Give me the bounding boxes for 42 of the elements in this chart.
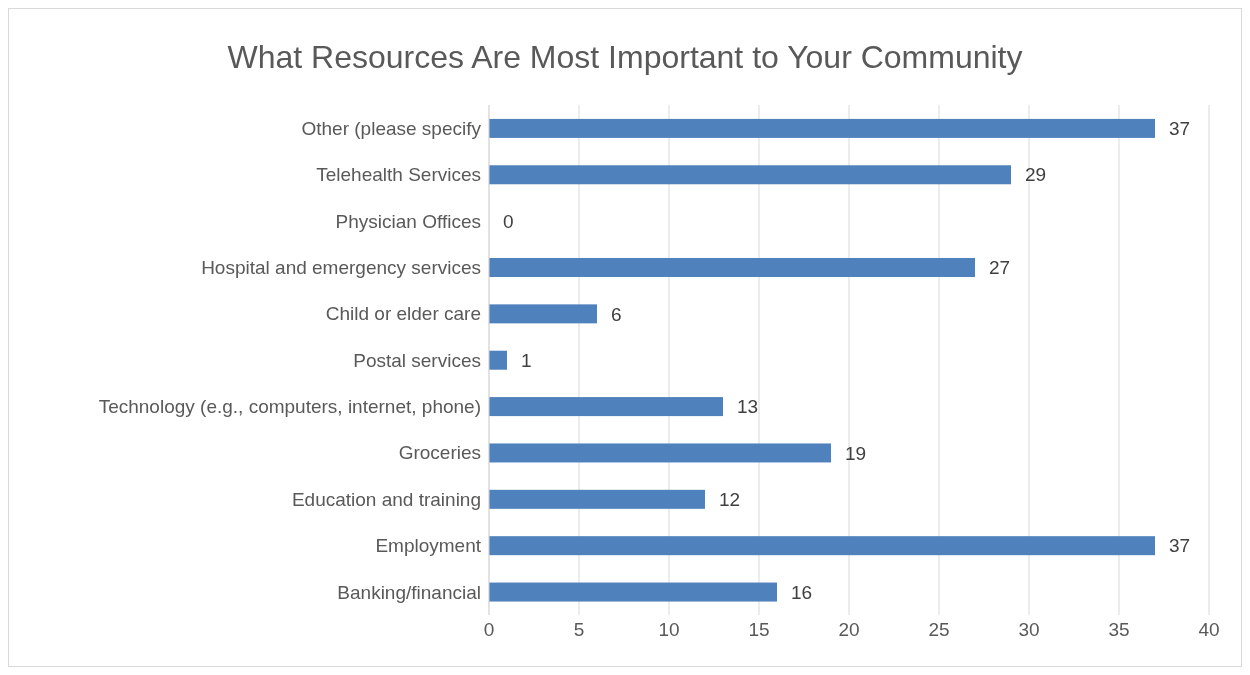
y-tick-label: Technology (e.g., computers, internet, phone) [98, 396, 481, 418]
y-tick-label: Other (please specify [301, 117, 482, 139]
data-label: 13 [737, 396, 759, 418]
bar [489, 258, 975, 277]
data-label: 37 [1169, 535, 1191, 557]
y-tick-label: Hospital and emergency services [201, 257, 481, 279]
bar [489, 443, 831, 463]
bar [489, 304, 597, 324]
x-tick-label: 30 [1018, 619, 1040, 641]
y-tick-label: Telehealth Services [316, 164, 481, 186]
x-tick-label: 20 [838, 619, 860, 641]
x-tick-label: 35 [1108, 619, 1130, 641]
y-tick-label: Employment [375, 535, 482, 557]
data-label: 29 [1025, 164, 1047, 186]
data-label: 0 [503, 210, 514, 232]
y-tick-label: Education and training [291, 488, 481, 510]
data-label: 6 [611, 303, 622, 325]
bar [489, 118, 1155, 138]
x-tick-label: 0 [483, 619, 495, 641]
x-tick-label: 15 [748, 619, 770, 641]
y-tick-label: Postal services [353, 349, 481, 371]
bar [489, 350, 507, 370]
y-tick-label: Banking/financial [337, 581, 481, 603]
data-label: 27 [989, 257, 1011, 279]
y-tick-label: Child or elder care [325, 303, 481, 325]
bar [489, 489, 705, 509]
bar [489, 536, 1155, 556]
data-label: 19 [845, 442, 867, 464]
y-tick-label: Physician Offices [335, 210, 481, 232]
x-tick-label: 40 [1198, 619, 1220, 641]
data-label: 1 [521, 349, 532, 371]
x-tick-label: 25 [928, 619, 950, 641]
bar [489, 582, 777, 602]
data-label: 16 [791, 581, 813, 603]
x-tick-label: 10 [658, 619, 680, 641]
bar [489, 165, 1011, 185]
x-tick-label: 5 [573, 619, 585, 641]
y-tick-label: Groceries [398, 442, 481, 464]
data-label: 12 [719, 488, 741, 510]
chart-title: What Resources Are Most Important to Your Community [226, 38, 1024, 77]
bar [489, 397, 723, 417]
data-label: 37 [1169, 118, 1191, 140]
